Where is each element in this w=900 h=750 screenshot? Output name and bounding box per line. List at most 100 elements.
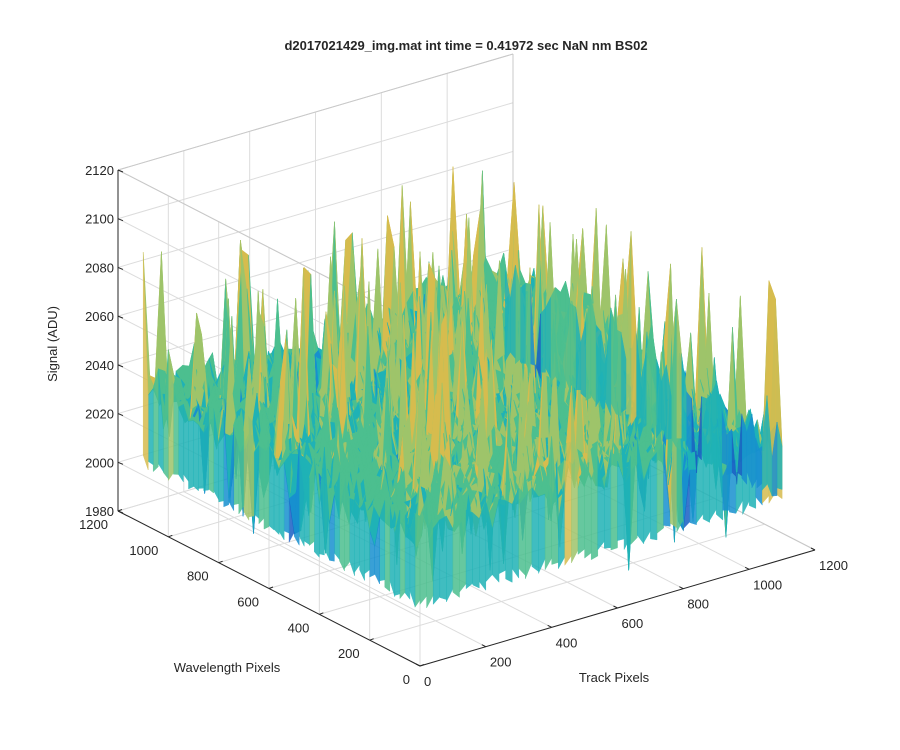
surface-skirt — [339, 472, 345, 572]
surface-skirt — [329, 495, 335, 562]
x-tick-label: 1200 — [819, 558, 848, 573]
surface-skirt — [472, 512, 480, 589]
surface-skirt — [238, 415, 245, 515]
surface-skirt — [278, 461, 285, 541]
surface-skirt — [314, 458, 320, 558]
surface-skirt — [656, 442, 664, 534]
surface-skirt — [218, 409, 224, 503]
surface-skirt — [309, 458, 315, 547]
x-tick-label: 800 — [687, 597, 709, 612]
y-tick-label: 1000 — [129, 543, 158, 558]
y-tick-label: 0 — [403, 672, 410, 687]
z-tick-mark — [117, 413, 124, 417]
surface-skirt — [349, 497, 355, 576]
z-tick-label: 2000 — [85, 455, 114, 470]
surface-skirt — [293, 442, 300, 547]
y-tick-mark — [218, 560, 223, 564]
surface-skirt — [505, 500, 513, 583]
surface-skirt — [590, 456, 599, 561]
surface-skirt — [726, 428, 732, 475]
surface-skirt — [288, 498, 295, 543]
surface-skirt — [498, 498, 506, 575]
y-tick-mark — [319, 612, 324, 615]
y-tick-mark — [369, 638, 374, 641]
surface-skirt — [716, 381, 722, 471]
surface-skirt — [771, 422, 778, 497]
surface-skirt — [655, 358, 662, 439]
y-tick-label: 1200 — [79, 517, 108, 532]
surface-skirt — [359, 501, 365, 581]
surface-skirt — [414, 513, 421, 608]
wall-grid-line — [117, 102, 514, 220]
x-tick-mark — [810, 547, 816, 551]
surface-skirt — [650, 451, 658, 541]
surface-skirt — [595, 323, 602, 408]
surface-skirt — [273, 455, 280, 536]
surface-skirt — [635, 330, 642, 421]
surface-skirt — [203, 406, 209, 491]
surface-skirt — [650, 324, 657, 430]
surface-skirt — [756, 445, 763, 489]
y-tick-mark — [419, 664, 425, 667]
surface-skirt — [152, 368, 159, 473]
surface-skirt — [545, 297, 551, 378]
surface-skirt — [193, 420, 199, 492]
surface-skirt — [570, 303, 576, 390]
surface-skirt — [384, 499, 391, 592]
y-tick-label: 800 — [187, 569, 209, 584]
surface-skirt — [419, 497, 427, 606]
x-tick-mark — [744, 566, 750, 570]
surface-skirt — [585, 294, 592, 401]
y-tick-mark — [268, 586, 274, 589]
surface-skirt — [492, 499, 500, 583]
wall-edge — [117, 53, 514, 171]
surface-skirt — [538, 493, 546, 574]
surface-skirt — [535, 313, 541, 379]
y-tick-mark — [168, 534, 173, 538]
z-tick-label: 2100 — [85, 212, 114, 227]
z-tick-mark — [117, 169, 124, 173]
surface-skirt — [233, 415, 240, 506]
x-tick-mark — [481, 644, 487, 648]
x-tick-label: 600 — [622, 616, 644, 631]
z-tick-label: 2040 — [85, 358, 114, 373]
data-surface — [142, 166, 783, 609]
surface-skirt — [600, 331, 607, 401]
surface-skirt — [208, 405, 214, 494]
surface-skirt — [268, 444, 275, 531]
surface-skirt — [751, 414, 758, 489]
surface-skirt — [706, 393, 712, 465]
wall-grid-line — [117, 248, 514, 366]
floor-grid-line — [369, 523, 765, 641]
surface-skirt — [243, 358, 250, 522]
surface-skirt — [663, 443, 671, 527]
surface-skirt — [520, 282, 526, 365]
surface-skirt — [736, 413, 743, 485]
surface-skirt — [761, 395, 768, 492]
surface-skirt — [452, 491, 460, 598]
surface-skirt — [479, 500, 487, 592]
y-tick-label: 600 — [237, 595, 259, 610]
surface-skirt — [173, 383, 179, 475]
z-tick-mark — [117, 266, 124, 270]
surface-skirt — [630, 439, 638, 546]
surface-skirt — [369, 530, 375, 578]
surface-skirt — [439, 515, 447, 600]
surface-skirt — [630, 231, 637, 427]
surface-skirt — [198, 423, 204, 489]
surface-skirt — [676, 298, 682, 439]
surface-skirt — [555, 287, 561, 384]
wall-grid-line — [117, 199, 514, 317]
z-tick-label: 2080 — [85, 260, 114, 275]
x-tick-mark — [547, 624, 552, 628]
surface-skirt — [560, 281, 566, 389]
tick-labels: 0 200 400 600 800 1000 1200 0 200 400 600 800 1000 12… — [79, 163, 848, 689]
surface-skirt — [711, 381, 717, 466]
wall-grid-line — [117, 461, 421, 618]
surface-skirt — [459, 491, 467, 593]
surface-skirt — [511, 487, 520, 579]
surface-skirt — [258, 404, 265, 525]
surface-skirt — [446, 515, 454, 603]
surface-skirt — [465, 509, 473, 590]
